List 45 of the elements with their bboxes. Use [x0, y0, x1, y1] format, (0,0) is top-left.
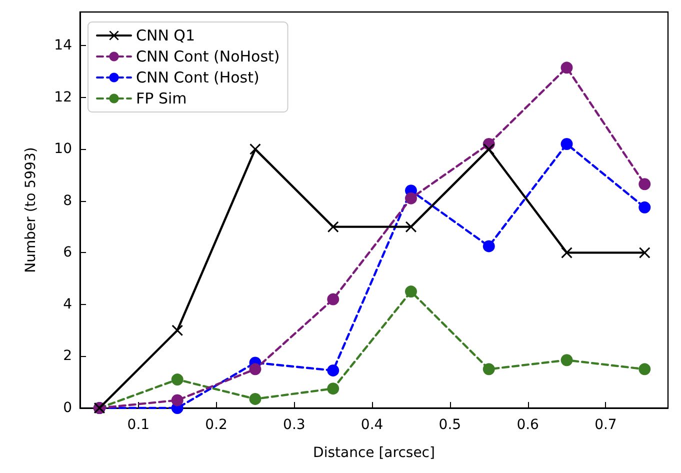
point	[482, 240, 495, 252]
point	[171, 394, 184, 406]
point	[639, 247, 650, 258]
y-tick-label: 4	[63, 296, 72, 312]
y-tick-label: 8	[63, 192, 72, 209]
point	[249, 363, 262, 376]
y-tick-label: 14	[54, 38, 72, 54]
y-tick-label: 10	[54, 141, 72, 158]
x-tick-label: 0.1	[127, 417, 150, 433]
legend-label: FP Sim	[136, 90, 187, 108]
point	[171, 374, 184, 386]
point	[328, 221, 339, 232]
y-tick-label: 6	[63, 244, 72, 261]
point	[482, 363, 495, 376]
x-tick-label: 0.6	[516, 417, 540, 433]
point	[172, 324, 183, 336]
x-tick-label: 0.7	[594, 417, 617, 433]
point	[327, 293, 340, 306]
y-tick-label: 12	[54, 89, 72, 106]
point	[638, 363, 651, 376]
point	[327, 382, 340, 395]
legend-label: CNN Q1	[136, 26, 196, 44]
x-tick-label: 0.3	[283, 417, 306, 433]
point	[250, 144, 261, 155]
x-axis-title: Distance [arcsec]	[313, 445, 435, 461]
x-tick-label: 0.2	[205, 417, 228, 433]
y-tick-label: 2	[63, 348, 72, 364]
point	[405, 286, 417, 298]
x-tick-label: 0.4	[360, 417, 384, 433]
point	[560, 138, 573, 150]
point	[638, 178, 651, 190]
y-axis-title: Number (to 5993)	[23, 147, 39, 273]
point	[483, 144, 494, 155]
point	[327, 364, 340, 376]
point	[560, 354, 573, 366]
legend-label: CNN Cont (Host)	[136, 68, 260, 86]
point	[638, 201, 651, 214]
point	[560, 62, 573, 74]
point	[405, 221, 416, 232]
x-tick-label: 0.5	[438, 417, 462, 433]
point	[561, 247, 572, 258]
legend-label: CNN Cont (NoHost)	[136, 48, 280, 66]
point	[249, 392, 262, 405]
point	[405, 192, 417, 204]
y-tick-label: 0	[63, 400, 72, 416]
